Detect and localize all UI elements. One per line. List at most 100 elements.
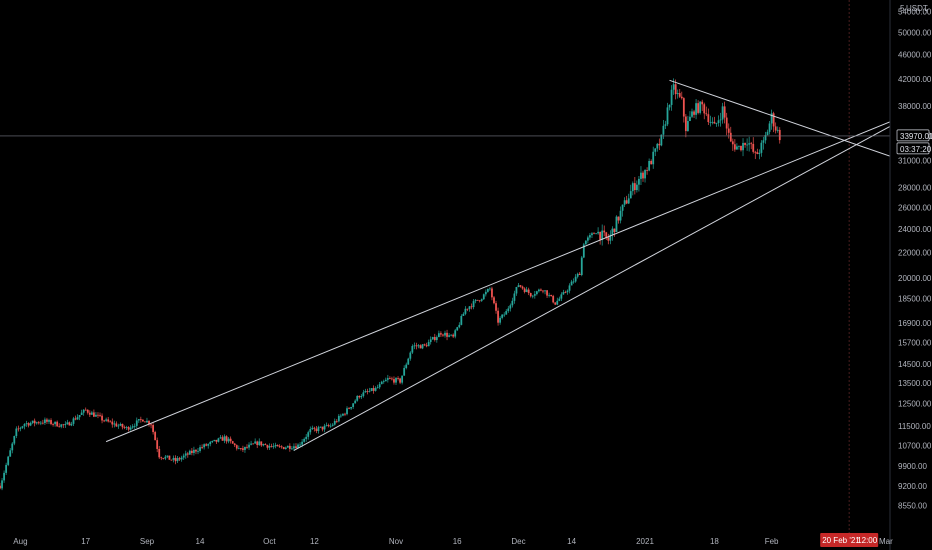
candle xyxy=(470,303,473,310)
candle xyxy=(440,331,442,337)
candle xyxy=(3,470,5,483)
candle xyxy=(621,204,624,217)
candle xyxy=(399,377,401,385)
candle xyxy=(511,297,514,308)
candle xyxy=(188,449,191,455)
candle xyxy=(715,122,718,127)
time-tick-label: Aug xyxy=(13,537,27,546)
candle xyxy=(619,206,622,224)
candle xyxy=(442,333,444,337)
candle xyxy=(546,289,548,298)
candle xyxy=(186,451,189,458)
candle xyxy=(642,170,644,182)
price-tick-label: 8550.00 xyxy=(898,501,927,510)
crosshair-time: 12:00 xyxy=(857,536,878,545)
candle xyxy=(437,330,440,338)
candle xyxy=(223,434,226,444)
crosshair-date-badge: 20 Feb '21 12:00 xyxy=(820,533,879,547)
currency-dropdown-icon[interactable]: ⌄ xyxy=(923,4,930,13)
candle xyxy=(315,425,318,434)
candle xyxy=(99,412,101,418)
candle xyxy=(448,332,450,338)
candle xyxy=(370,387,373,392)
candle xyxy=(631,181,634,196)
time-tick-label: 18 xyxy=(710,537,719,546)
candle xyxy=(446,329,448,341)
candle xyxy=(52,422,54,427)
candle xyxy=(193,446,195,456)
candle xyxy=(5,462,8,475)
candle xyxy=(495,300,497,314)
candle xyxy=(54,421,57,427)
candle-countdown: 03:37:20 xyxy=(900,145,932,154)
candle xyxy=(146,417,148,423)
candle xyxy=(513,290,516,304)
candle xyxy=(652,146,655,169)
price-axis[interactable]: 54000.00 50000.00 46000.00 42000.00 38000.00… xyxy=(898,8,932,511)
candle xyxy=(162,457,165,460)
candle xyxy=(582,242,585,259)
candle xyxy=(550,294,553,297)
candle xyxy=(299,442,301,448)
candle xyxy=(776,126,779,133)
candle xyxy=(321,426,324,432)
candle xyxy=(331,423,334,427)
candles-group xyxy=(0,78,781,491)
candle xyxy=(68,421,71,426)
time-tick-label: 2021 xyxy=(636,537,654,546)
candle xyxy=(227,436,230,444)
candle xyxy=(603,225,606,237)
time-axis[interactable]: Aug 17 Sep 14 Oct 12 Nov 16 Dec 14 2021 18 Feb Mar xyxy=(13,537,893,546)
trendlines-group[interactable] xyxy=(105,79,891,451)
candle xyxy=(746,138,749,151)
candle xyxy=(589,232,591,240)
candle xyxy=(303,437,306,443)
candle xyxy=(346,406,348,416)
candle xyxy=(654,148,657,157)
candle xyxy=(558,296,561,302)
descending-resistance-line[interactable] xyxy=(669,79,891,157)
candle xyxy=(335,419,338,424)
candle xyxy=(625,195,628,205)
candle xyxy=(427,339,430,347)
candle xyxy=(423,343,426,347)
upper-channel-line[interactable] xyxy=(105,121,891,443)
candle xyxy=(705,106,708,117)
candle xyxy=(754,150,757,160)
candle xyxy=(39,421,42,426)
candle xyxy=(90,410,93,415)
candle xyxy=(580,255,583,277)
candle xyxy=(519,285,522,288)
candle xyxy=(721,102,724,124)
candle xyxy=(158,446,161,459)
currency-label[interactable]: USDT xyxy=(906,4,928,13)
candle xyxy=(391,376,393,381)
candle xyxy=(723,101,726,124)
candle xyxy=(293,443,295,452)
candle xyxy=(695,99,697,120)
candle xyxy=(505,309,508,315)
candle xyxy=(701,99,704,111)
candle xyxy=(141,419,144,422)
candle xyxy=(431,336,434,340)
price-tick-label: 50000.00 xyxy=(898,28,932,37)
candle xyxy=(386,374,389,383)
candle xyxy=(33,418,36,427)
candle xyxy=(199,444,201,453)
candle xyxy=(11,442,14,454)
candle xyxy=(176,456,179,463)
candle xyxy=(180,455,183,462)
candle xyxy=(215,439,218,444)
lower-channel-line[interactable] xyxy=(293,125,891,451)
candle xyxy=(127,426,130,432)
candle xyxy=(521,285,524,290)
candle xyxy=(531,294,534,299)
candle xyxy=(450,334,453,337)
price-tick-label: 10700.00 xyxy=(898,441,932,450)
candle xyxy=(95,411,97,417)
candle xyxy=(491,286,493,301)
candle xyxy=(382,379,385,384)
candle xyxy=(348,406,350,410)
candle xyxy=(764,131,767,144)
